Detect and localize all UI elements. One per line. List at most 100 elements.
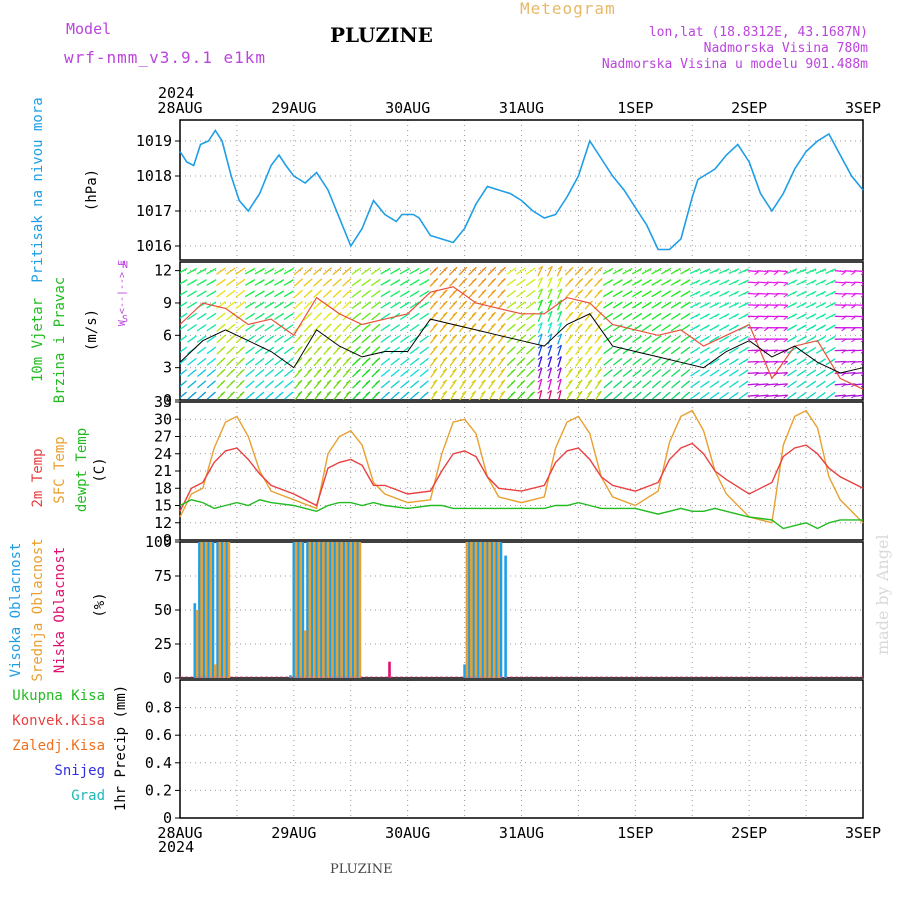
wind-barb-tick xyxy=(405,312,410,317)
wind-barb xyxy=(538,390,543,400)
wind-barb-tick xyxy=(356,267,362,272)
wind-barb-tick xyxy=(356,290,362,294)
temperature-frame xyxy=(179,401,864,541)
high-cloud-axis-title: Visoka Oblacnost xyxy=(8,543,24,678)
top-xtick-label: 3SEP xyxy=(845,99,881,117)
wind-barb-tick xyxy=(326,357,332,362)
wind-barb xyxy=(538,367,543,379)
temperature-ytick-label: 12 xyxy=(154,514,172,532)
wind-barb-tick xyxy=(279,267,285,272)
wind-barb-tick xyxy=(617,301,623,306)
pressure-ytick-label: 1016 xyxy=(136,237,172,255)
wind-barb-tick xyxy=(326,345,332,350)
wind-barb-tick xyxy=(211,380,216,385)
wind-barb-tick xyxy=(414,279,420,284)
wind-barb-tick xyxy=(201,335,207,340)
wind-barb-tick xyxy=(385,346,391,351)
wind-barb-tick xyxy=(578,289,584,294)
dewpoint-axis-title: dewpt Temp xyxy=(74,428,90,512)
wind-barb-tick xyxy=(811,358,817,363)
wind-barb-tick xyxy=(841,293,847,298)
wind-barb-tick xyxy=(637,301,643,306)
wind-barb-tick xyxy=(395,301,401,306)
wind-barb-tick xyxy=(375,290,381,294)
wind-barb xyxy=(766,383,779,386)
wind-barb-tick xyxy=(249,380,255,385)
wind-barb-tick xyxy=(404,346,410,351)
wind-barb-tick xyxy=(537,356,543,360)
wind-barb-tick xyxy=(424,312,430,317)
wind-barb-tick xyxy=(675,312,681,317)
cloud-bar xyxy=(294,542,298,678)
wind-barb xyxy=(557,344,563,356)
wind-barb-tick xyxy=(366,301,371,306)
cloud-bar xyxy=(297,542,300,678)
wind-barb-tick xyxy=(811,302,817,307)
wind-barb-tick xyxy=(801,358,807,363)
bottom-xtick-label: 2SEP xyxy=(731,824,767,842)
wind-barb-tick xyxy=(481,278,487,282)
wind-barb-tick xyxy=(288,391,294,396)
wind-barb-tick xyxy=(288,369,294,374)
wind-barb-tick xyxy=(365,335,371,339)
wind-barb-tick xyxy=(568,379,573,384)
wind-barb-tick xyxy=(462,289,467,294)
wind-barb-tick xyxy=(617,335,623,340)
wind-barb xyxy=(854,372,863,375)
cloud-bar xyxy=(225,542,228,678)
wind-barb xyxy=(844,394,856,397)
wind-barb-tick xyxy=(734,335,739,340)
wind-barb-tick xyxy=(375,380,381,384)
wind-barb-tick xyxy=(327,289,332,294)
wind-barb-tick xyxy=(608,301,613,306)
wind-barb-tick xyxy=(792,380,797,385)
wind-barb-tick xyxy=(860,272,863,276)
wind-barb-tick xyxy=(763,282,769,287)
wind-barb-tick xyxy=(588,289,593,294)
wind-barb-tick xyxy=(520,346,526,351)
wind-barb-tick xyxy=(636,391,642,396)
wind-barb-tick xyxy=(646,391,652,396)
wind-barb-tick xyxy=(547,288,553,293)
wind-barb-tick xyxy=(279,346,284,351)
wind-barb-tick xyxy=(510,380,516,384)
wind-barb-tick xyxy=(346,267,352,272)
wind-barb-tick xyxy=(191,380,197,385)
wind-barb xyxy=(556,311,563,322)
wind-ytick-label: 12 xyxy=(154,262,172,280)
wind-barb xyxy=(844,383,856,386)
wind-barb-tick xyxy=(646,324,652,329)
wind-barb-tick xyxy=(307,357,313,362)
wind-barb xyxy=(557,390,562,400)
wind-barb-tick xyxy=(297,368,303,373)
wind-barb-tick xyxy=(597,311,603,316)
wind-barb-tick xyxy=(743,313,749,318)
temperature-ytick-label: 33 xyxy=(154,393,172,411)
wind-barb-tick xyxy=(327,278,332,283)
wind-barb-tick xyxy=(537,367,543,372)
wind-barb-tick xyxy=(675,346,681,351)
wind-barb-tick xyxy=(724,358,730,363)
wind-barb-tick xyxy=(851,271,856,276)
wind-barb-tick xyxy=(211,290,217,295)
wind-barb xyxy=(547,356,553,368)
wind-barb-tick xyxy=(811,313,817,318)
wind-barb-tick xyxy=(618,267,623,272)
wind-barb-tick xyxy=(394,391,400,396)
wind-barb-tick xyxy=(546,389,552,394)
wind-barb-tick xyxy=(538,265,543,270)
wind-barb-tick xyxy=(462,266,468,271)
wind-barb-tick xyxy=(395,380,400,385)
wind-barb-tick xyxy=(705,335,710,340)
wind-barb-tick xyxy=(385,301,391,306)
wind-barb xyxy=(844,270,856,273)
wind-barb-tick xyxy=(500,390,506,395)
wind-barb-tick xyxy=(860,317,863,321)
wind-barb-tick xyxy=(211,324,217,329)
cloud-bar xyxy=(488,542,491,678)
wind-barb-tick xyxy=(597,356,603,361)
bottom-xtick-label: 3SEP xyxy=(845,824,881,842)
wind-barb-tick xyxy=(414,369,420,374)
cloud-bar xyxy=(329,542,332,678)
meteogram-label: Meteogram xyxy=(520,0,616,18)
